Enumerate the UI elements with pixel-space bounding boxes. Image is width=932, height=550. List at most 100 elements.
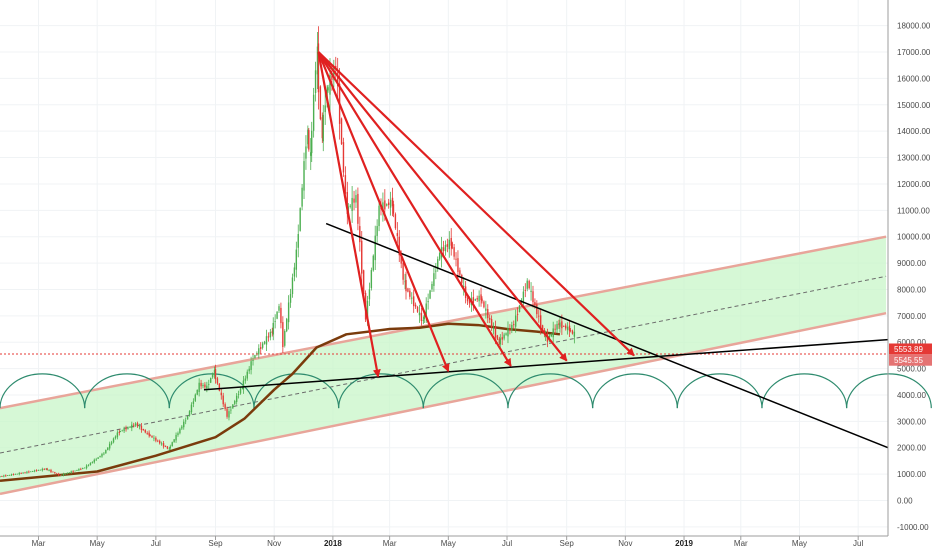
price-candle [173, 439, 175, 443]
price-candle [149, 434, 151, 436]
price-candle [342, 142, 345, 173]
price-candle [509, 328, 511, 331]
price-candle [378, 205, 380, 227]
price-candle [384, 200, 386, 210]
price-candle [532, 291, 534, 303]
price-candle [522, 291, 525, 303]
price-candle [46, 468, 48, 470]
price-candle [134, 423, 137, 426]
price-candle [48, 470, 50, 472]
price-candle [89, 462, 92, 465]
price-candle [87, 464, 90, 466]
price-candle [507, 328, 509, 337]
price-candle [242, 380, 245, 390]
price-candle [194, 394, 197, 401]
y-tick-label: 17000.00 [897, 48, 931, 57]
channel-upper-edge [0, 235, 887, 410]
y-tick-label: 6000.00 [897, 338, 926, 347]
price-candle [209, 377, 212, 383]
price-candle [72, 471, 74, 473]
price-candle [140, 425, 143, 430]
price-candle [308, 130, 310, 150]
price-candle [43, 468, 45, 470]
price-candle [184, 420, 187, 422]
price-candle [488, 317, 491, 320]
price-candle [177, 433, 179, 436]
price-candle [188, 411, 191, 416]
price-candle [248, 368, 250, 372]
price-candle [97, 457, 99, 459]
price-candle [327, 87, 329, 91]
price-candle [146, 433, 148, 434]
price-candle [361, 240, 363, 274]
price-candle [267, 336, 270, 338]
price-candle [260, 347, 262, 349]
price-candle [481, 298, 483, 302]
price-candle [222, 395, 224, 405]
price-candle [554, 328, 556, 330]
support-trend-line [203, 338, 889, 391]
x-tick-label: May [792, 539, 807, 548]
price-candle [258, 348, 260, 355]
price-badge-label: 5553.89 [894, 345, 923, 354]
price-candle [303, 161, 305, 191]
price-candle [26, 471, 28, 473]
y-tick-label: 7000.00 [897, 312, 926, 321]
price-candle [272, 322, 274, 335]
price-candle [433, 273, 435, 286]
price-candle [435, 270, 437, 272]
price-candle [501, 337, 503, 340]
price-candle [461, 275, 463, 283]
trend-lines [203, 222, 889, 449]
price-candle [239, 388, 242, 394]
price-badge [889, 343, 932, 355]
price-candle [336, 72, 339, 87]
moving-average-line [0, 322, 561, 482]
price-candle [171, 442, 173, 447]
price-candle [307, 129, 309, 145]
price-candle [457, 258, 459, 272]
price-candle [351, 197, 353, 212]
price-candle [91, 462, 94, 463]
price-candle [186, 415, 189, 420]
price-candle [10, 474, 13, 476]
price-candle [409, 290, 411, 297]
price-candle [190, 404, 193, 413]
price-candle [108, 443, 111, 449]
price-candle [316, 46, 319, 75]
price-candle [425, 303, 427, 317]
price-candle [107, 447, 109, 451]
price-candle [41, 468, 44, 471]
price-candle [30, 471, 32, 473]
price-candle [295, 249, 298, 270]
price-candle [244, 378, 247, 381]
cycle-arc [507, 373, 594, 409]
resistance-trend-line [325, 222, 889, 449]
price-candle [487, 309, 489, 319]
price-candle [511, 324, 513, 330]
price-candle [382, 202, 384, 212]
price-candle [12, 474, 15, 475]
price-candle [431, 283, 433, 290]
price-series [0, 26, 576, 478]
moving-average [0, 322, 561, 482]
price-candle [490, 319, 493, 328]
cycle-arc [846, 373, 932, 409]
y-tick-label: 10000.00 [897, 233, 931, 242]
price-candle [144, 430, 146, 433]
x-tick-label: May [441, 539, 456, 548]
price-candle [112, 438, 115, 443]
price-candle [404, 281, 406, 283]
price-candle [453, 247, 455, 257]
price-candle [324, 105, 326, 113]
price-candle [311, 130, 313, 154]
price-candle [105, 449, 107, 454]
price-candle [64, 473, 67, 475]
price-candle [319, 86, 322, 120]
price-candle [534, 301, 536, 306]
price-candle [157, 440, 159, 442]
price-candle [398, 236, 400, 256]
price-candle [85, 465, 88, 469]
price-candle [293, 267, 296, 277]
